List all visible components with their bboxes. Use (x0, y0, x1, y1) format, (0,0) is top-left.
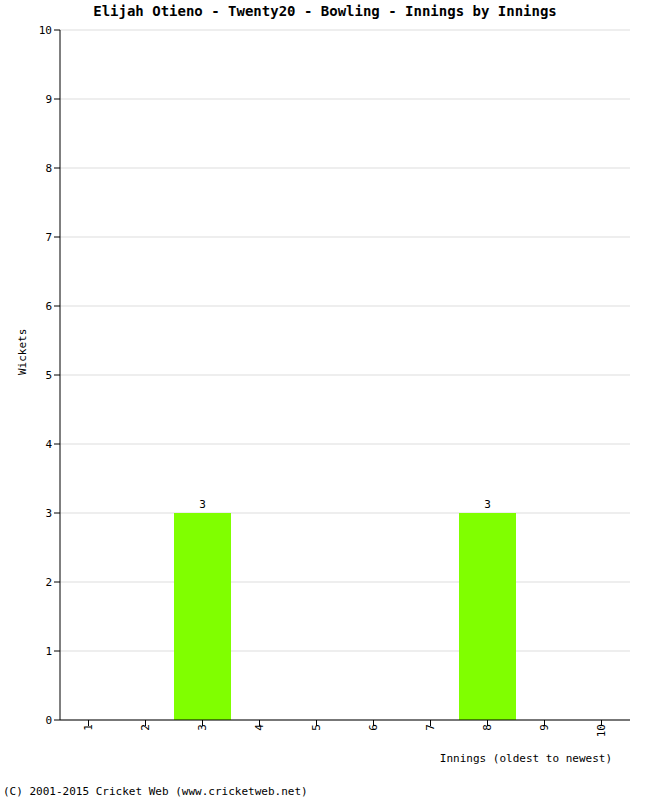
svg-text:7: 7 (424, 724, 437, 731)
svg-text:Wickets: Wickets (16, 329, 29, 375)
svg-text:2: 2 (45, 576, 52, 589)
svg-text:7: 7 (45, 231, 52, 244)
svg-text:2: 2 (139, 724, 152, 731)
svg-text:8: 8 (45, 162, 52, 175)
svg-text:0: 0 (45, 714, 52, 727)
html-text:Elijah Otieno - Twenty20 - Bow: Elijah Otieno - Twenty20 - Bowling - Inn… (93, 3, 557, 19)
svg-text:10: 10 (39, 24, 52, 37)
svg-text:9: 9 (45, 93, 52, 106)
svg-text:8: 8 (481, 724, 494, 731)
svg-text:9: 9 (538, 724, 551, 731)
svg-text:4: 4 (253, 724, 266, 731)
svg-text:5: 5 (310, 724, 323, 731)
svg-text:3: 3 (196, 724, 209, 731)
svg-text:Innings (oldest to newest): Innings (oldest to newest) (440, 752, 612, 765)
svg-text:10: 10 (595, 724, 608, 737)
html-text:(C) 2001-2015 Cricket Web (www: (C) 2001-2015 Cricket Web (www.cricketwe… (3, 785, 308, 798)
svg-text:5: 5 (45, 369, 52, 382)
svg-text:3: 3 (484, 498, 491, 511)
svg-text:3: 3 (199, 498, 206, 511)
svg-text:1: 1 (45, 645, 52, 658)
svg-text:6: 6 (367, 724, 380, 731)
svg-text:1: 1 (82, 724, 95, 731)
svg-text:6: 6 (45, 300, 52, 313)
svg-text:4: 4 (45, 438, 52, 451)
svg-text:3: 3 (45, 507, 52, 520)
